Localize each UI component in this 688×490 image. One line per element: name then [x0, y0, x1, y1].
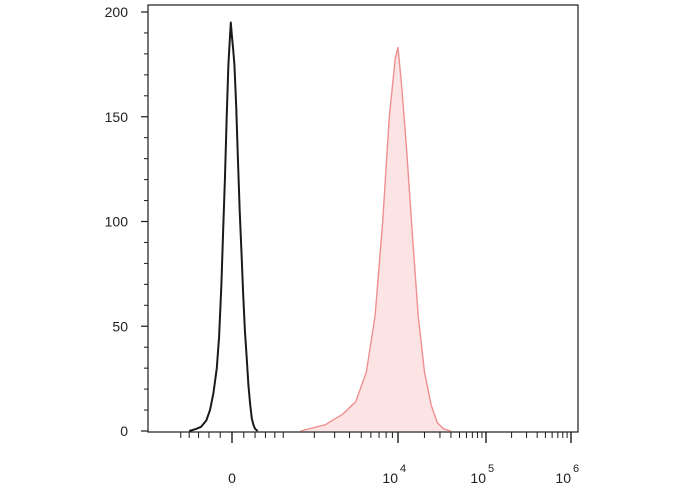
- y-tick-label: 200: [105, 4, 129, 20]
- y-axis: 0 50 100 150 200: [105, 4, 148, 439]
- x-tick-label: 10: [555, 470, 571, 486]
- x-tick-label: 0: [228, 470, 236, 486]
- y-tick-label: 100: [105, 214, 129, 230]
- y-tick-label: 150: [105, 109, 129, 125]
- series-line-1: [300, 46, 452, 432]
- x-tick-exponent: 4: [400, 463, 406, 475]
- series-negative-group: [188, 21, 259, 432]
- series-area-1: [300, 47, 451, 431]
- x-tick-label: 10: [470, 470, 486, 486]
- x-tick-label: 10: [382, 470, 398, 486]
- x-tick-exponent: 5: [488, 463, 494, 475]
- x-tick-exponent: 6: [573, 463, 579, 475]
- y-tick-label: 50: [112, 318, 128, 334]
- series-line-0: [188, 21, 259, 432]
- plot-frame: [147, 4, 579, 433]
- y-tick-label: 0: [120, 423, 128, 439]
- series-positive-group: [300, 46, 452, 432]
